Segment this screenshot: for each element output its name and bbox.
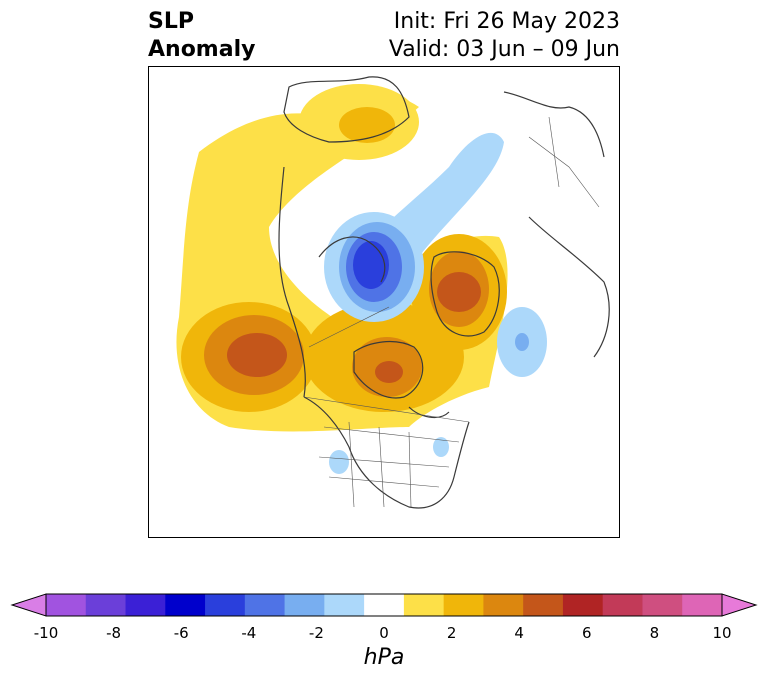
colorbar-segment bbox=[244, 594, 286, 616]
colorbar-segment bbox=[364, 594, 405, 616]
colorbar-tick-label: -8 bbox=[106, 624, 122, 642]
colorbar-segment bbox=[284, 594, 325, 616]
colorbar-tick-label: -2 bbox=[308, 624, 324, 642]
colorbar-segment bbox=[602, 594, 643, 616]
colorbar-segment bbox=[562, 594, 604, 616]
colorbar-tick-label: 8 bbox=[649, 624, 660, 642]
colorbar-tick-label: 0 bbox=[379, 624, 389, 642]
colorbar-segment bbox=[205, 594, 246, 616]
positive-anomaly-north-pacific bbox=[181, 302, 317, 412]
colorbar-segment bbox=[682, 594, 723, 616]
title-right: Init: Fri 26 May 2023 Valid: 03 Jun – 09… bbox=[389, 8, 620, 64]
colorbar-tick-label: -4 bbox=[241, 624, 257, 642]
valid-range: Valid: 03 Jun – 09 Jun bbox=[388, 37, 620, 62]
map-panel bbox=[148, 66, 620, 538]
colorbar-extend-min bbox=[10, 593, 47, 617]
colorbar-segment bbox=[85, 594, 127, 616]
colorbar-tick-label: 10 bbox=[712, 624, 732, 642]
positive-anomaly-siberia bbox=[299, 84, 419, 160]
colorbar-segment bbox=[125, 594, 166, 616]
colorbar-segment bbox=[165, 594, 206, 616]
colorbar-border bbox=[45, 593, 723, 617]
colorbar-segment bbox=[403, 594, 445, 616]
colorbar-segment bbox=[324, 594, 365, 616]
title-left: SLP Anomaly bbox=[148, 8, 255, 64]
positive-anomaly-greenland bbox=[411, 234, 507, 350]
colorbar-tick-label: -6 bbox=[173, 624, 189, 642]
colorbar bbox=[10, 593, 758, 617]
init-date: Init: Fri 26 May 2023 bbox=[393, 9, 620, 34]
colorbar-segment bbox=[483, 594, 524, 616]
negative-anomaly-north-atlantic bbox=[497, 307, 547, 377]
colorbar-segment bbox=[523, 594, 564, 616]
coastlines bbox=[278, 76, 610, 509]
colorbar-tick-label: 4 bbox=[514, 624, 524, 642]
colorbar-segment bbox=[443, 594, 484, 616]
political-borders bbox=[303, 116, 600, 508]
colorbar-tick-label: 2 bbox=[446, 624, 457, 642]
colorbar-tick-label: -10 bbox=[33, 624, 59, 642]
negative-anomaly-small-conus bbox=[329, 437, 449, 474]
colorbar-extend-max bbox=[721, 593, 758, 617]
colorbar-tick-label: 6 bbox=[582, 624, 592, 642]
colorbar-units: hPa bbox=[363, 645, 405, 670]
colorbar-segments bbox=[10, 593, 758, 617]
title-variable: SLP bbox=[148, 9, 194, 34]
anomaly-map bbox=[176, 76, 610, 509]
title-variable-type: Anomaly bbox=[148, 37, 256, 62]
colorbar-segment bbox=[642, 594, 683, 616]
colorbar-segment bbox=[46, 594, 87, 616]
